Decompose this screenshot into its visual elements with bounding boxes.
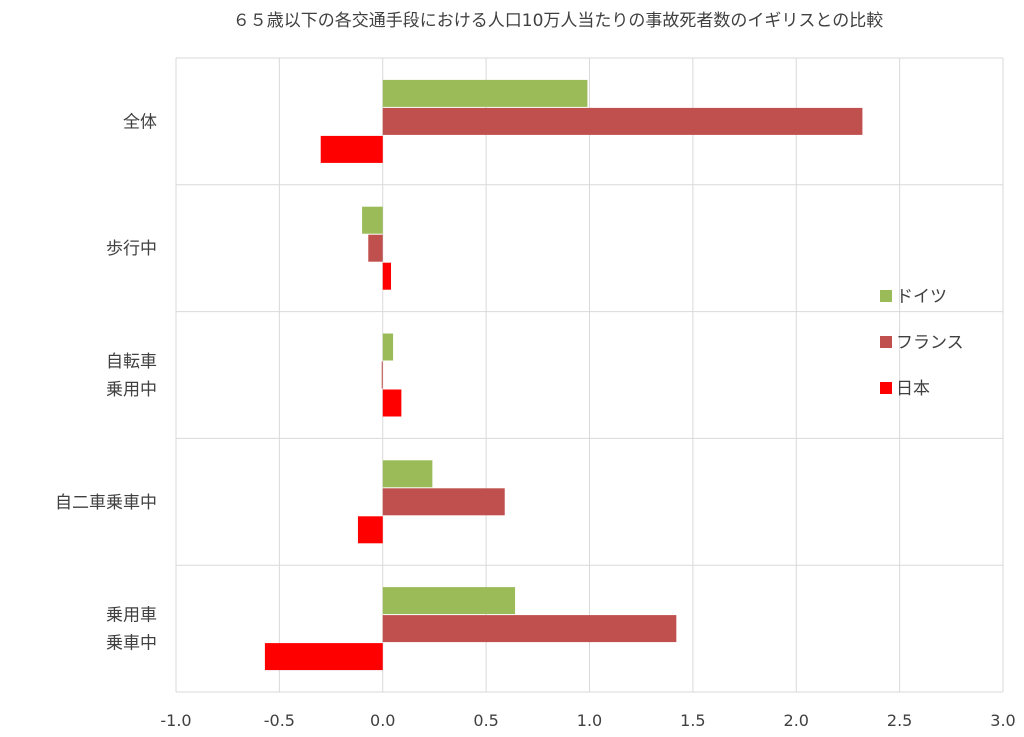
- bar-germany: [382, 333, 394, 361]
- bar-france: [382, 615, 677, 643]
- bar-japan: [264, 643, 383, 671]
- x-tick-label: 0.0: [370, 711, 395, 730]
- legend-label: フランス: [896, 333, 964, 353]
- x-tick-label: -1.0: [160, 711, 191, 730]
- bar-france: [381, 361, 383, 389]
- x-tick-label: -0.5: [264, 711, 295, 730]
- chart-title: ６５歳以下の各交通手段における人口10万人当たりの事故死者数のイギリスとの比較: [233, 11, 883, 31]
- legend-label: 日本: [896, 379, 930, 399]
- x-tick-label: 3.0: [990, 711, 1015, 730]
- category-label: 乗用車: [106, 606, 157, 626]
- legend-label: ドイツ: [896, 287, 947, 307]
- category-label: 自二車乗車中: [55, 493, 157, 513]
- bars: [264, 79, 863, 671]
- bar-france: [382, 107, 863, 135]
- category-label: 全体: [123, 112, 157, 132]
- legend-swatch: [880, 382, 892, 394]
- x-tick-label: 1.5: [680, 711, 705, 730]
- bar-germany: [382, 79, 588, 107]
- bar-germany: [362, 206, 383, 234]
- bar-germany: [382, 587, 516, 615]
- x-tick-label: 2.5: [887, 711, 912, 730]
- bar-germany: [382, 460, 433, 488]
- bar-japan: [382, 262, 392, 290]
- x-tick-label: 1.0: [577, 711, 602, 730]
- x-tick-label: 2.0: [784, 711, 809, 730]
- bar-japan: [357, 516, 383, 544]
- category-label: 乗用中: [106, 380, 157, 400]
- category-label: 自転車: [106, 352, 157, 372]
- grid-lines: [175, 57, 1004, 693]
- legend-swatch: [880, 336, 892, 348]
- bar-japan: [320, 135, 383, 163]
- bar-japan: [382, 389, 402, 417]
- category-label: 乗車中: [106, 634, 157, 654]
- x-tick-label: 0.5: [473, 711, 498, 730]
- axis-labels: -1.0 -0.5 0.0 0.5 1.0 1.5 2.0 2.5 3.0 全体歩行中自転車乗用中…: [55, 112, 1016, 730]
- bar-france: [368, 234, 383, 262]
- bar-france: [382, 488, 505, 516]
- category-label: 歩行中: [106, 239, 157, 259]
- legend-swatch: [880, 290, 892, 302]
